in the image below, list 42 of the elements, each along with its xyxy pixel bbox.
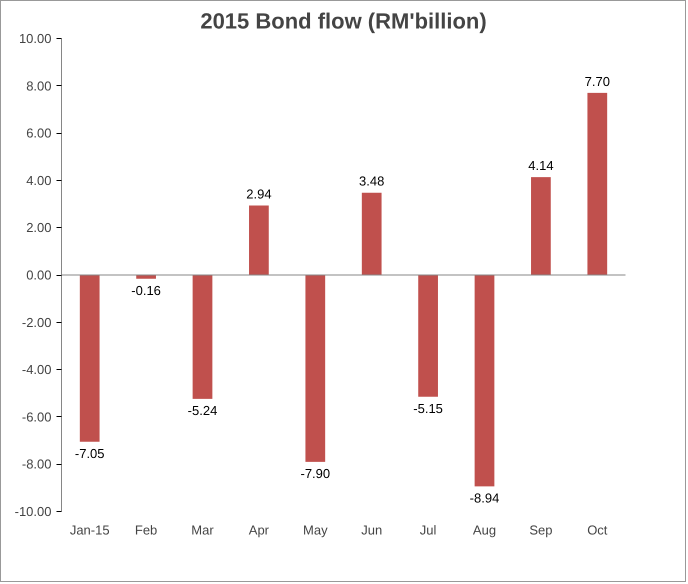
bar — [418, 275, 438, 397]
bar — [249, 205, 269, 275]
x-tick-label: Jun — [361, 522, 382, 538]
bar — [192, 275, 212, 399]
x-tick-label: Feb — [134, 522, 158, 538]
x-tick-label: Aug — [472, 522, 496, 538]
data-label: -7.05 — [74, 446, 105, 461]
x-tick-label: Jan-15 — [70, 522, 110, 538]
y-tick-label: -10.00 — [14, 504, 52, 519]
data-label: -5.24 — [188, 403, 218, 418]
bar — [474, 275, 494, 486]
bar — [80, 275, 100, 442]
y-tick-label: 10.00 — [18, 31, 52, 46]
data-label: 3.48 — [359, 174, 384, 189]
bar — [587, 92, 608, 275]
data-label: -5.15 — [413, 400, 443, 416]
x-tick-label: Sep — [529, 522, 552, 538]
bar — [136, 275, 156, 279]
x-tick-label: Jul — [420, 522, 437, 538]
data-label: 4.14 — [528, 158, 554, 173]
data-label: 2.94 — [246, 186, 272, 202]
bar — [362, 192, 382, 275]
bar — [305, 275, 326, 462]
y-tick-label: 8.00 — [26, 78, 52, 94]
x-tick-label: Apr — [248, 522, 270, 538]
x-tick-label: Mar — [191, 522, 214, 538]
data-label: -8.94 — [470, 490, 500, 506]
bar — [531, 177, 551, 275]
data-label: -0.16 — [131, 282, 161, 298]
y-tick-label: -8.00 — [22, 456, 52, 472]
y-tick-label: -4.00 — [22, 362, 52, 378]
data-label: 7.70 — [584, 74, 610, 89]
y-tick-label: 2.00 — [26, 220, 52, 236]
x-tick-label: Oct — [587, 522, 608, 538]
y-tick-label: -2.00 — [22, 314, 52, 330]
chart-title: 2015 Bond flow (RM'billion) — [200, 8, 487, 34]
y-tick-label: 6.00 — [26, 126, 52, 141]
x-tick-label: May — [303, 522, 328, 538]
y-tick-label: -6.00 — [22, 409, 52, 424]
data-label: -7.90 — [300, 466, 330, 481]
y-tick-label: 4.00 — [26, 172, 52, 188]
y-tick-label: 0.00 — [26, 268, 52, 282]
